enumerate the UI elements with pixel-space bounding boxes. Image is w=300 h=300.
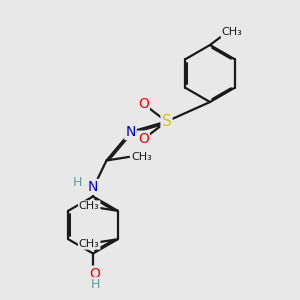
Text: O: O (138, 132, 149, 145)
Text: N: N (88, 180, 98, 194)
Text: H: H (91, 278, 100, 291)
Text: CH₃: CH₃ (131, 152, 152, 162)
Text: CH₃: CH₃ (79, 201, 100, 211)
Text: H: H (73, 176, 82, 190)
Text: N: N (125, 125, 136, 139)
Text: S: S (162, 114, 171, 129)
Text: O: O (138, 98, 149, 111)
Text: CH₃: CH₃ (79, 239, 100, 249)
Text: O: O (89, 267, 100, 280)
Text: CH₃: CH₃ (221, 27, 242, 37)
